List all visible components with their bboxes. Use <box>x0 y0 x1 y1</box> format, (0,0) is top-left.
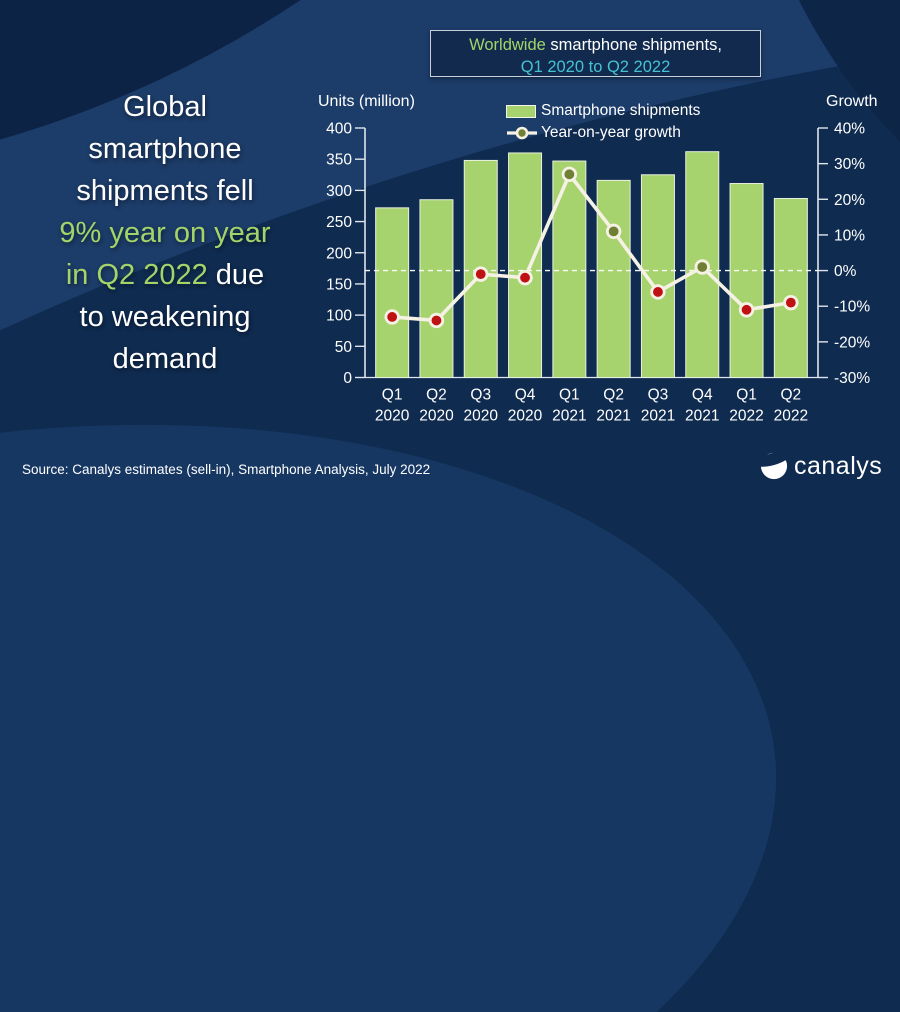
legend-label-shipments: Smartphone shipments <box>541 102 701 119</box>
right-axis-tick-label: 20% <box>834 192 865 209</box>
right-axis-tick-label: -10% <box>834 299 870 316</box>
source-attribution: Source: Canalys estimates (sell-in), Sma… <box>22 462 431 477</box>
text-segment: to weakening <box>79 301 251 333</box>
growth-marker-Q4-2021 <box>694 259 710 275</box>
right-axis-tick-label: -30% <box>834 370 870 387</box>
chart-title-box: Worldwide smartphone shipments, Q1 2020 … <box>430 30 761 77</box>
left-axis-tick-label: 50 <box>335 339 353 356</box>
headline-line: smartphone <box>14 128 316 170</box>
text-segment: demand <box>112 343 218 375</box>
bar-Q1-2021 <box>552 160 587 378</box>
legend-label-growth: Year-on-year growth <box>541 124 681 141</box>
text-segment: smartphone shipments, <box>545 36 722 54</box>
chart-title-line2: Q1 2020 to Q2 2022 <box>431 56 760 78</box>
growth-marker-Q1-2022 <box>738 302 755 318</box>
left-axis-tick-label: 100 <box>326 308 352 325</box>
left-axis-tick-label: 200 <box>326 245 352 262</box>
growth-marker-Q2-2020 <box>428 312 445 329</box>
canalys-logo: canalys <box>759 451 882 481</box>
growth-marker-Q4-2020 <box>517 269 533 286</box>
growth-marker-Q1-2020 <box>384 309 400 325</box>
combo-chart-plot: 0 50 100 150 200 250 300 350 400 -30% -20% -10% 0% 10… <box>326 121 870 425</box>
growth-marker-Q3-2021 <box>650 284 666 300</box>
text-segment: due <box>207 259 265 291</box>
growth-line <box>390 172 793 323</box>
growth-marker-Q3-2020 <box>473 266 489 282</box>
chart-legend: Smartphone shipments Year-on-year growth <box>506 100 700 144</box>
bar-Q1-2022 <box>729 183 764 378</box>
line-marker-icon <box>507 126 537 140</box>
left-axis-tick-label: 400 <box>326 121 352 138</box>
text-segment: Worldwide <box>469 36 546 54</box>
legend-item-shipments: Smartphone shipments <box>506 100 700 122</box>
x-axis-label: Q2 2020 <box>419 387 454 425</box>
text-segment: shipments fell <box>76 175 254 207</box>
left-axis-title: Units (million) <box>318 93 415 110</box>
growth-marker-Q2-2021 <box>605 223 622 240</box>
right-axis-tick-label: 0% <box>834 263 857 280</box>
headline-text: Global smartphone shipments fell 9% year on… <box>14 86 316 380</box>
right-axis-tick-label: 40% <box>834 121 865 138</box>
chart-title-line1: Worldwide smartphone shipments, <box>431 34 760 56</box>
left-axis-tick-label: 250 <box>326 214 352 231</box>
x-axis-label: Q3 2020 <box>464 387 499 425</box>
x-axis-label: Q4 2021 <box>685 387 719 425</box>
left-axis-tick-label: 300 <box>326 183 352 200</box>
legend-item-growth: Year-on-year growth <box>506 122 700 144</box>
x-axis-label: Q2 2022 <box>774 387 808 425</box>
x-axis-label: Q1 2020 <box>375 387 410 425</box>
headline-line: 9% year on year <box>14 212 316 254</box>
bar-Q4-2020 <box>508 152 543 378</box>
bar-Q3-2020 <box>463 159 498 378</box>
headline-line: to weakening <box>14 296 316 338</box>
x-axis-label: Q1 2022 <box>729 387 763 425</box>
text-segment: 9% year on year <box>59 217 271 249</box>
text-segment: Q1 2020 to Q2 2022 <box>520 58 671 76</box>
right-axis-title: Growth <box>826 93 878 110</box>
canalys-logo-text: canalys <box>794 451 883 480</box>
bar-Q2-2020 <box>419 199 454 378</box>
text-segment: in Q2 2022 <box>65 259 208 291</box>
headline-line: demand <box>14 338 316 380</box>
right-axis-tick-label: 30% <box>834 156 865 173</box>
x-axis-label: Q4 2020 <box>508 387 543 425</box>
growth-marker-Q2-2022 <box>783 294 799 311</box>
headline-line: Global <box>14 86 316 128</box>
text-segment: smartphone <box>88 133 242 165</box>
headline-line: shipments fell <box>14 170 316 212</box>
x-axis-label: Q1 2021 <box>552 387 586 425</box>
bar-Q2-2021 <box>596 179 631 378</box>
text-segment: Global <box>123 91 207 123</box>
left-axis-tick-label: 350 <box>326 152 352 169</box>
left-axis-tick-label: 0 <box>343 370 352 387</box>
headline-line: in Q2 2022 due <box>14 254 316 296</box>
left-axis-tick-label: 150 <box>326 276 352 293</box>
growth-marker-Q1-2021 <box>561 166 578 183</box>
right-axis-tick-label: -20% <box>834 334 870 351</box>
bar-swatch-icon <box>506 104 536 118</box>
right-axis-tick-label: 10% <box>834 227 865 244</box>
bar-Q2-2022 <box>773 197 808 378</box>
x-axis-label: Q3 2021 <box>641 387 675 425</box>
canalys-logo-icon <box>759 451 789 480</box>
x-axis-label: Q2 2021 <box>596 387 630 425</box>
bar-Q1-2020 <box>375 207 410 378</box>
